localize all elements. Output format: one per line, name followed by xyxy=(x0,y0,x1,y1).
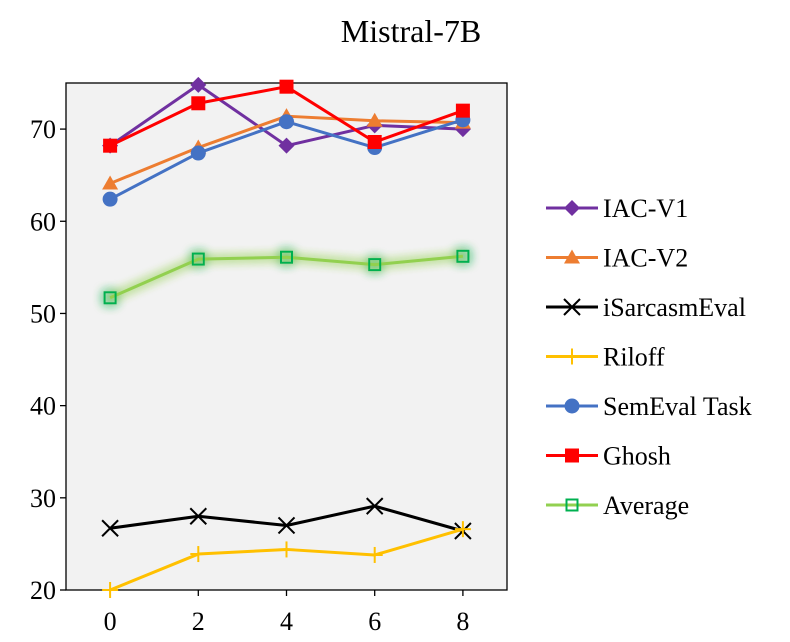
x-tick-label: 8 xyxy=(456,607,469,636)
series-line-average xyxy=(109,254,464,300)
data-point-average xyxy=(280,250,293,264)
data-point-ghosh xyxy=(455,103,470,118)
legend-marker xyxy=(565,498,579,512)
legend-marker xyxy=(564,348,580,365)
legend-label: Riloff xyxy=(603,343,665,372)
data-point-semeval-task xyxy=(279,114,294,130)
legend-entry-iac-v1: IAC-V1 xyxy=(546,194,688,223)
data-point-semeval-task xyxy=(102,191,118,207)
data-point-ghosh xyxy=(279,79,294,94)
legend-entry-ghosh: Ghosh xyxy=(546,442,671,471)
data-point-iac-v1 xyxy=(190,76,207,93)
legend-label: IAC-V2 xyxy=(603,244,688,273)
axis-ticks: 20 30 40 50 60 70 0 2 4 6 8 xyxy=(30,115,469,636)
series-ghosh xyxy=(103,79,470,153)
y-tick-label: 60 xyxy=(30,207,56,236)
legend-marker xyxy=(564,200,580,216)
x-tick-label: 0 xyxy=(104,607,117,636)
legend-marker xyxy=(564,249,580,264)
series-isarcasmeval xyxy=(101,497,472,540)
legend-entry-isarcasmeval: iSarcasmEval xyxy=(546,293,746,322)
data-point-ghosh xyxy=(103,138,118,153)
data-point-isarcasmeval xyxy=(365,497,384,515)
chart-title: Mistral-7B xyxy=(341,13,481,49)
data-point-riloff xyxy=(366,546,383,563)
data-point-isarcasmeval xyxy=(101,519,119,537)
data-point-ghosh xyxy=(191,96,206,111)
y-tick-label: 40 xyxy=(30,392,56,421)
legend-label: iSarcasmEval xyxy=(603,293,746,322)
x-tick-label: 6 xyxy=(368,607,381,636)
y-tick-label: 20 xyxy=(30,576,56,605)
data-point-ghosh xyxy=(367,134,382,149)
legend-marker xyxy=(565,448,579,463)
legend-label: Ghosh xyxy=(603,442,671,471)
data-point-iac-v2 xyxy=(366,112,383,127)
series-semeval-task xyxy=(102,112,471,207)
y-tick-label: 30 xyxy=(30,484,56,513)
legend-marker xyxy=(563,298,581,316)
data-point-iac-v1 xyxy=(278,137,295,154)
data-point-iac-v2 xyxy=(102,175,119,190)
series-average xyxy=(103,249,470,305)
legend-entry-average: Average xyxy=(546,491,689,520)
legend-label: IAC-V1 xyxy=(603,194,688,223)
x-tick-label: 2 xyxy=(192,607,205,636)
legend-entry-riloff: Riloff xyxy=(546,343,665,372)
data-point-riloff xyxy=(102,582,119,598)
plot-area xyxy=(65,82,508,591)
data-point-average xyxy=(103,291,117,305)
legend-entry-iac-v2: IAC-V2 xyxy=(546,244,688,273)
data-point-riloff xyxy=(278,541,295,558)
data-point-average xyxy=(368,258,382,272)
legend-entry-semeval-task: SemEval Task xyxy=(546,392,752,421)
legend-marker xyxy=(564,398,580,414)
data-point-riloff xyxy=(454,521,471,538)
legend: IAC-V1 IAC-V2 iSarcasmEval Riloff SemEval Ta… xyxy=(546,194,752,520)
data-point-isarcasmeval xyxy=(277,516,296,535)
series-layer xyxy=(101,76,472,598)
y-tick-label: 50 xyxy=(30,299,56,328)
data-point-average xyxy=(456,249,470,263)
legend-label: Average xyxy=(603,491,689,520)
data-point-average xyxy=(191,252,205,266)
data-point-semeval-task xyxy=(190,145,206,161)
y-tick-label: 70 xyxy=(30,115,56,144)
series-riloff xyxy=(102,521,471,598)
legend-label: SemEval Task xyxy=(603,392,752,421)
data-point-riloff xyxy=(190,546,207,563)
x-tick-label: 4 xyxy=(280,607,293,636)
data-point-isarcasmeval xyxy=(189,507,208,525)
